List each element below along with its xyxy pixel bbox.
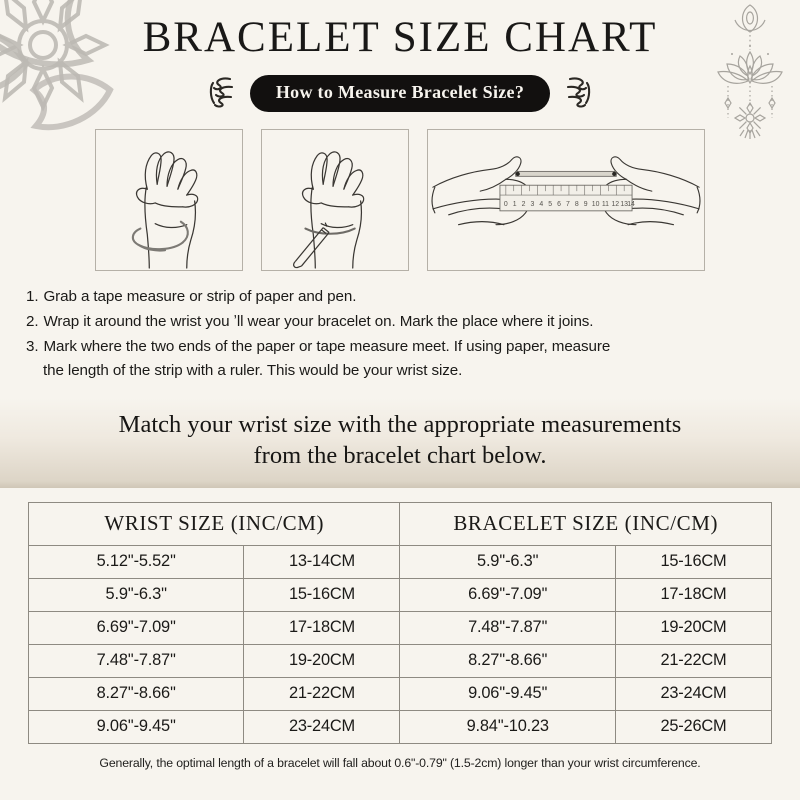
measure-steps: 1. Grab a tape measure or strip of paper… [26,285,800,384]
cell-wrist-cm: 13-14CM [243,544,401,579]
svg-text:3: 3 [531,201,535,208]
cell-wrist-inch: 5.12''-5.52'' [27,544,245,579]
badge-row: How to Measure Bracelet Size? [0,73,800,113]
measure-question-badge: How to Measure Bracelet Size? [249,74,551,112]
svg-text:1: 1 [513,201,517,208]
squiggle-flourish-icon [567,77,591,108]
column-header-bracelet-size: BRACELET SIZE (INC/CM) [399,501,772,546]
cell-wrist-inch: 5.9''-6.3'' [27,577,245,612]
cell-bracelet-cm: 25-26CM [614,709,773,744]
svg-text:0: 0 [504,201,508,208]
svg-text:9: 9 [584,201,588,208]
table-row: 5.12''-5.52'' 13-14CM 5.9''-6.3'' 15-16C… [27,544,773,579]
table-row: 6.69''-7.09'' 17-18CM 7.48''-7.87'' 19-2… [27,610,773,645]
bracelet-size-table: WRIST SIZE (INC/CM) BRACELET SIZE (INC/C… [27,501,773,744]
optimal-length-note: Generally, the optimal length of a brace… [99,755,701,770]
table-header-row: WRIST SIZE (INC/CM) BRACELET SIZE (INC/C… [27,501,772,546]
column-header-wrist-size: WRIST SIZE (INC/CM) [27,501,401,546]
step-number: 2. [26,312,39,330]
cell-wrist-cm: 21-22CM [243,676,401,711]
cell-wrist-inch: 9.06''-9.45'' [27,709,245,744]
svg-text:8: 8 [575,201,579,208]
squiggle-flourish-icon [209,77,233,108]
cell-wrist-cm: 15-16CM [243,577,401,612]
step-text: the length of the strip with a ruler. Th… [43,362,463,380]
table-body: 5.12''-5.52'' 13-14CM 5.9''-6.3'' 15-16C… [27,544,773,744]
svg-text:6: 6 [557,201,561,208]
svg-text:4: 4 [539,201,543,208]
cell-wrist-inch: 8.27''-8.66'' [27,676,245,711]
cell-wrist-inch: 7.48''-7.87'' [27,643,245,678]
cell-bracelet-cm: 15-16CM [614,544,773,579]
svg-text:11: 11 [602,201,609,208]
page-title: BRACELET SIZE CHART [142,14,658,61]
list-item-continuation: the length of the strip with a ruler. Th… [26,359,800,384]
cell-bracelet-inch: 7.48''-7.87'' [399,610,616,645]
banner-line-2: from the bracelet chart below. [253,441,547,469]
cell-bracelet-inch: 9.84''-10.23 [399,709,616,744]
svg-text:5: 5 [548,201,552,208]
table-row: 8.27''-8.66'' 21-22CM 9.06''-9.45'' 23-2… [27,676,773,711]
list-item: 2. Wrap it around the wrist you ʼll wear… [26,310,800,335]
cell-bracelet-inch: 5.9''-6.3'' [399,544,616,579]
svg-text:10: 10 [592,201,600,208]
svg-text:7: 7 [566,201,570,208]
cell-bracelet-cm: 21-22CM [614,643,773,678]
match-instruction-banner: Match your wrist size with the appropria… [0,397,800,488]
cell-bracelet-cm: 17-18CM [614,577,773,612]
cell-bracelet-inch: 8.27''-8.66'' [399,643,616,678]
svg-text:14: 14 [627,201,635,208]
step-text: Grab a tape measure or strip of paper an… [43,288,357,306]
cell-wrist-cm: 19-20CM [243,643,401,678]
cell-bracelet-cm: 19-20CM [614,610,773,645]
cell-wrist-inch: 6.69''-7.09'' [27,610,245,645]
table-row: 7.48''-7.87'' 19-20CM 8.27''-8.66'' 21-2… [27,643,773,678]
svg-text:13: 13 [620,201,628,208]
list-item: 1. Grab a tape measure or strip of paper… [26,285,800,310]
table-row: 5.9''-6.3'' 15-16CM 6.69''-7.09'' 17-18C… [27,577,773,612]
cell-wrist-cm: 17-18CM [243,610,401,645]
cell-bracelet-inch: 9.06''-9.45'' [399,676,616,711]
cell-wrist-cm: 23-24CM [243,709,401,744]
svg-text:2: 2 [522,201,526,208]
size-table-wrap: WRIST SIZE (INC/CM) BRACELET SIZE (INC/C… [0,488,800,744]
step-number: 1. [26,288,39,306]
illustration-hand-marking-tape-with-pen [261,129,409,272]
step-number: 3. [26,337,39,355]
illustration-hand-with-tape-around-wrist [95,129,243,272]
step-text: Mark where the two ends of the paper or … [43,337,611,355]
cell-bracelet-inch: 6.69''-7.09'' [399,577,616,612]
cell-bracelet-cm: 23-24CM [614,676,773,711]
list-item: 3. Mark where the two ends of the paper … [26,335,800,360]
banner-line-1: Match your wrist size with the appropria… [118,410,682,438]
step-text: Wrap it around the wrist you ʼll wear yo… [43,312,594,330]
table-row: 9.06''-9.45'' 23-24CM 9.84''-10.23 25-26… [27,709,773,744]
svg-text:12: 12 [611,201,619,208]
